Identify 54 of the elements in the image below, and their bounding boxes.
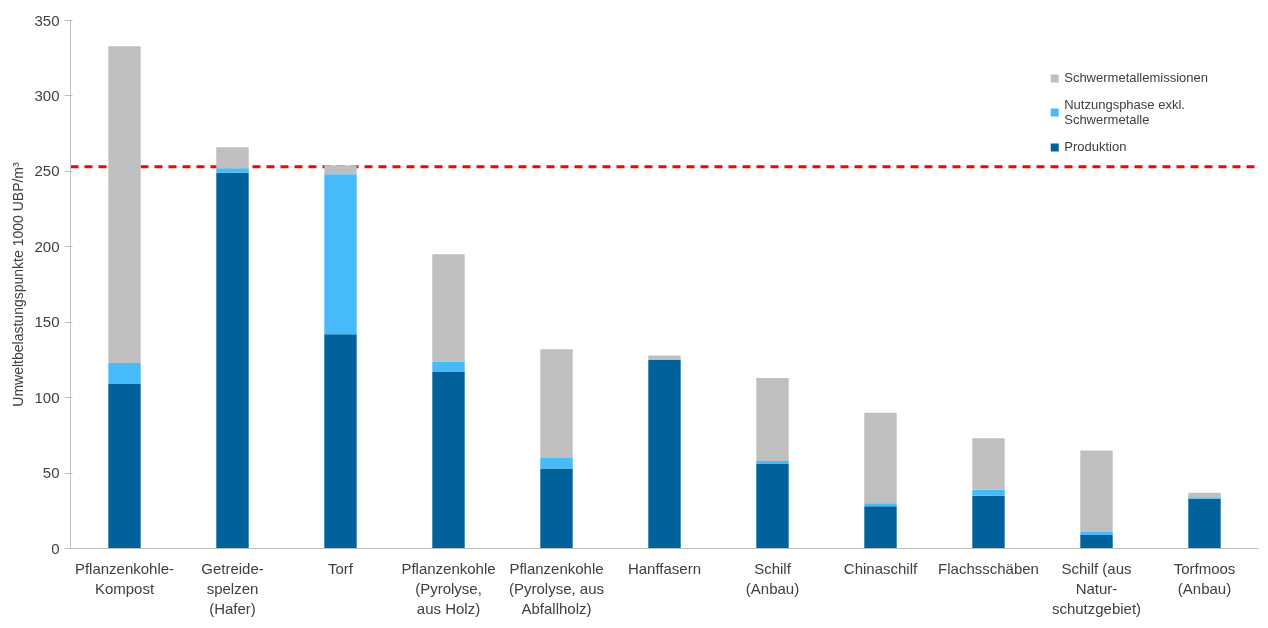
legend-label: Produktion xyxy=(1064,139,1127,154)
x-tick-label: Torf xyxy=(328,559,354,577)
x-tick-label: Pflanzenkohle (Pyrolyse, aus Abfallholz) xyxy=(508,559,605,618)
bar xyxy=(540,457,573,469)
y-tick-label: 200 xyxy=(34,237,60,255)
y-tick-label: 50 xyxy=(42,464,60,482)
bar xyxy=(324,174,357,335)
x-tick-label: Schilf (Anbau) xyxy=(745,559,800,597)
bar xyxy=(1188,492,1221,498)
bar xyxy=(1080,450,1113,532)
x-tick-label: Schilf (aus Natur- schutzgebiet) xyxy=(1051,559,1142,618)
bar xyxy=(216,147,249,169)
y-tick-label: 300 xyxy=(34,86,60,104)
y-tick-label: 150 xyxy=(34,313,60,331)
bar xyxy=(756,461,789,465)
x-tick-label: Flachsschäben xyxy=(938,559,1039,577)
bar xyxy=(432,254,465,362)
bar xyxy=(540,349,573,458)
bar xyxy=(108,362,141,385)
bar xyxy=(648,359,681,549)
bar xyxy=(864,506,897,549)
bar xyxy=(972,495,1005,549)
bar xyxy=(216,172,249,549)
bar xyxy=(324,334,357,549)
y-tick-label: 0 xyxy=(51,539,60,557)
x-tick-label: Chinaschilf xyxy=(843,559,919,577)
bar xyxy=(756,464,789,549)
x-tick-label: Pflanzenkohle- Kompost xyxy=(74,559,175,597)
bar xyxy=(432,372,465,549)
bar xyxy=(216,168,249,173)
y-tick-label: 250 xyxy=(34,162,60,180)
bar xyxy=(108,46,141,363)
bar xyxy=(864,503,897,507)
bar xyxy=(108,384,141,549)
bar xyxy=(324,165,357,175)
legend-label: Schwermetallemissionen xyxy=(1064,70,1208,85)
bar xyxy=(756,378,789,461)
x-tick-label: Hanffasern xyxy=(627,559,702,577)
legend-label: Nutzungsphase exkl. Schwermetalle xyxy=(1064,97,1185,127)
y-axis-title: Umweltbelastungspunkte 1000 UBP/m³ xyxy=(10,161,27,407)
bar xyxy=(540,468,573,549)
bar xyxy=(972,438,1005,490)
x-tick-label: Pflanzenkohle (Pyrolyse, aus Holz) xyxy=(401,559,496,618)
bar xyxy=(1080,534,1113,549)
bar xyxy=(648,355,681,360)
y-tick-label: 350 xyxy=(34,11,60,29)
bar xyxy=(972,489,1005,496)
x-tick-label: Torfmoos (Anbau) xyxy=(1173,559,1236,597)
bar xyxy=(1188,498,1221,549)
bar xyxy=(432,361,465,372)
bar xyxy=(1080,531,1113,535)
y-tick-label: 100 xyxy=(34,388,60,406)
bar xyxy=(864,412,897,504)
x-tick-label: Getreide- spelzen (Hafer) xyxy=(201,559,264,618)
